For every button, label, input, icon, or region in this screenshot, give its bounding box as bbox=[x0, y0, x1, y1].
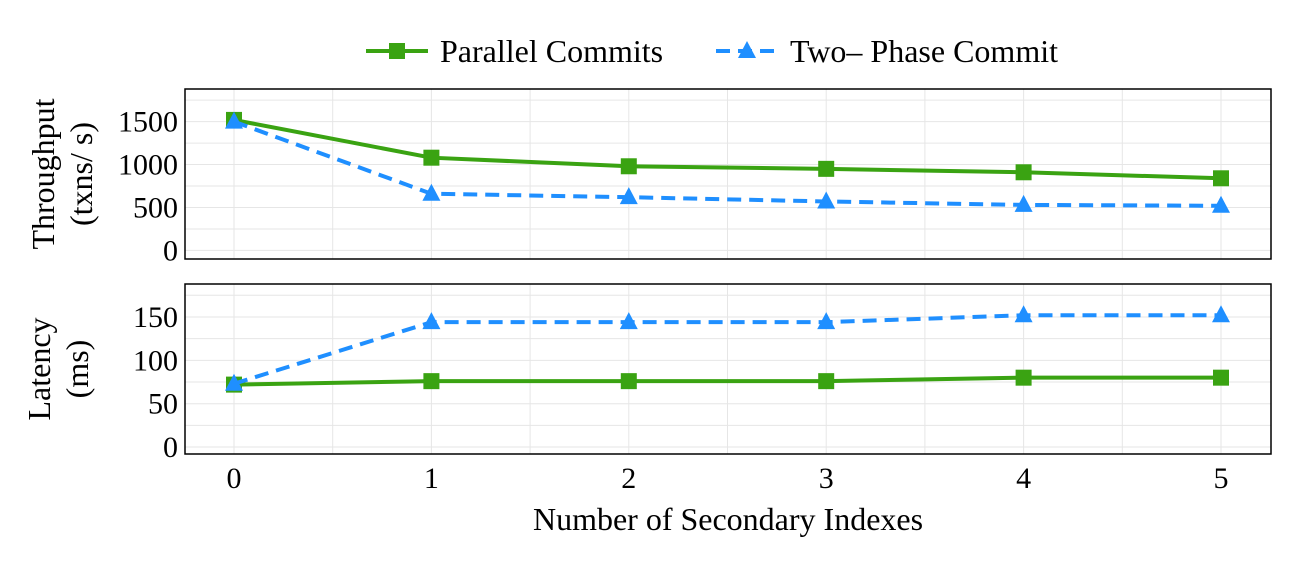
data-point-two-phase-commit bbox=[1212, 195, 1230, 213]
data-point-parallel-commits bbox=[818, 160, 835, 177]
data-point-two-phase-commit bbox=[1212, 305, 1230, 323]
latency-ylabel-line1: Latency bbox=[21, 317, 57, 420]
legend-marker-two-phase-commit bbox=[738, 41, 756, 58]
latency-panel: 0 50 100 150 Latency (ms) bbox=[21, 283, 1272, 464]
data-point-two-phase-commit bbox=[817, 312, 836, 330]
x-axis-title: Number of Secondary Indexes bbox=[533, 501, 923, 537]
data-point-parallel-commits bbox=[423, 149, 440, 166]
legend-label-parallel-commits: Parallel Commits bbox=[440, 33, 663, 69]
throughput-y-ticks: 0 500 1000 1500 bbox=[118, 106, 178, 268]
throughput-panel: 0 500 1000 1500 Throughput (txns/ s) bbox=[25, 88, 1272, 268]
throughput-series bbox=[225, 111, 1230, 213]
latency-ylabel-line2: (ms) bbox=[59, 340, 95, 399]
latency-y-ticks: 0 50 100 150 bbox=[133, 301, 178, 464]
throughput-frame bbox=[184, 88, 1272, 260]
y-tick-label: 1500 bbox=[118, 106, 178, 139]
legend-marker-parallel-commits bbox=[389, 43, 405, 59]
y-tick-label: 1000 bbox=[118, 149, 178, 182]
data-point-two-phase-commit bbox=[225, 111, 243, 129]
y-tick-label: 100 bbox=[133, 344, 178, 377]
x-axis-ticks: 0 1 2 3 4 5 bbox=[227, 462, 1229, 495]
series-line-parallel-commits bbox=[233, 375, 1221, 387]
x-tick-label: 3 bbox=[819, 462, 834, 495]
throughput-ylabel-line1: Throughput bbox=[25, 98, 61, 249]
legend-label-two-phase-commit: Two– Phase Commit bbox=[790, 33, 1058, 69]
latency-series bbox=[225, 305, 1230, 393]
data-point-two-phase-commit bbox=[225, 373, 243, 391]
data-point-two-phase-commit bbox=[619, 187, 638, 205]
x-tick-label: 2 bbox=[621, 462, 636, 495]
data-point-two-phase-commit bbox=[422, 183, 441, 201]
series-line-two-phase-commit bbox=[233, 119, 1222, 208]
throughput-ylabel-line2: (txns/ s) bbox=[63, 122, 99, 226]
data-point-parallel-commits bbox=[1213, 170, 1229, 187]
data-point-parallel-commits bbox=[1015, 369, 1032, 386]
x-tick-label: 4 bbox=[1016, 462, 1031, 495]
y-tick-label: 500 bbox=[133, 191, 178, 224]
data-point-two-phase-commit bbox=[422, 312, 441, 330]
y-tick-label: 0 bbox=[163, 431, 178, 464]
x-tick-label: 1 bbox=[424, 462, 439, 495]
latency-frame bbox=[184, 283, 1272, 455]
y-tick-label: 50 bbox=[148, 388, 178, 421]
data-point-two-phase-commit bbox=[817, 191, 836, 209]
data-point-two-phase-commit bbox=[1014, 194, 1033, 212]
data-point-two-phase-commit bbox=[1014, 305, 1033, 323]
latency-grid bbox=[185, 284, 1271, 454]
y-tick-label: 0 bbox=[163, 234, 178, 267]
data-point-parallel-commits bbox=[423, 373, 440, 390]
data-point-two-phase-commit bbox=[619, 312, 638, 330]
data-point-parallel-commits bbox=[620, 373, 637, 390]
data-point-parallel-commits bbox=[1015, 164, 1032, 181]
series-line-parallel-commits bbox=[233, 117, 1222, 181]
data-point-parallel-commits bbox=[620, 158, 637, 175]
data-point-parallel-commits bbox=[1213, 369, 1229, 386]
y-tick-label: 150 bbox=[133, 301, 178, 334]
data-point-parallel-commits bbox=[818, 373, 835, 390]
x-tick-label: 0 bbox=[227, 462, 242, 495]
x-tick-label: 5 bbox=[1214, 462, 1229, 495]
legend: Parallel Commits Two– Phase Commit bbox=[366, 33, 1058, 69]
